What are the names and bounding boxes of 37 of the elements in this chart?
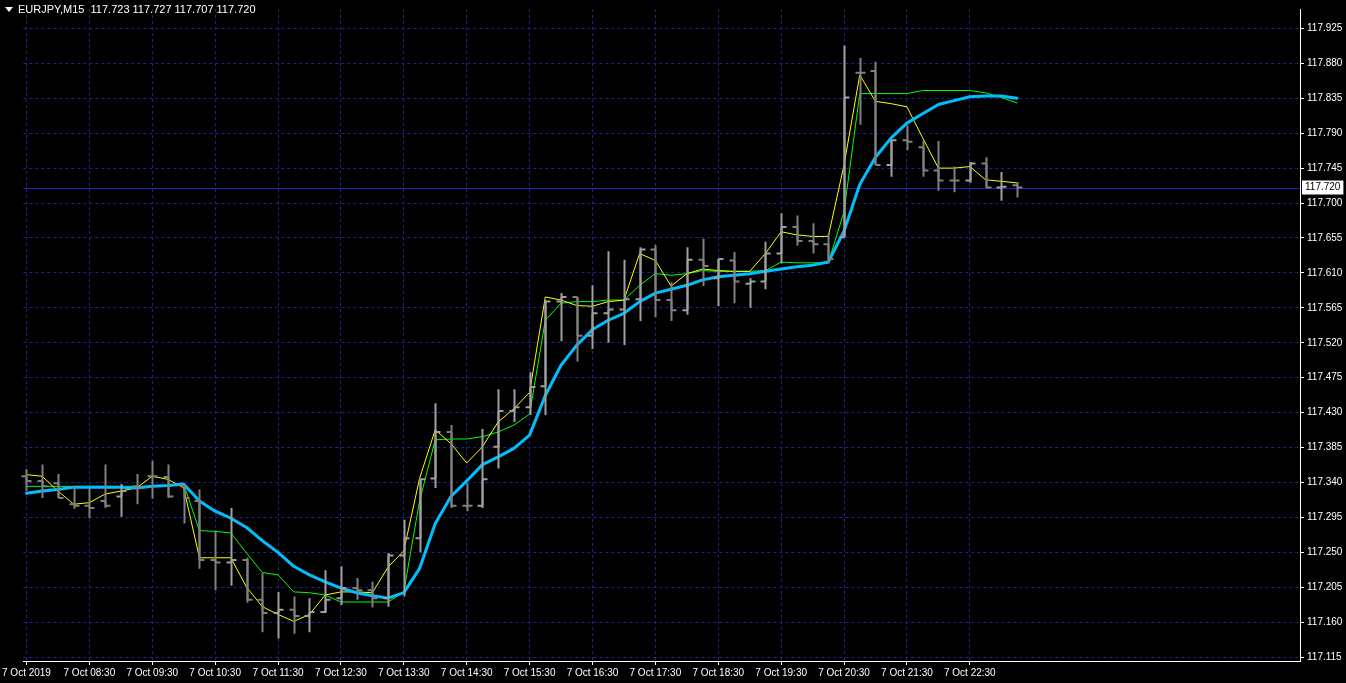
ref-line-label: 117.720 [1305, 181, 1341, 193]
y-tick-label: 117.205 [1307, 581, 1343, 593]
x-tick-label: 7 Oct 13:30 [377, 666, 431, 678]
y-tick-label: 117.340 [1307, 476, 1343, 488]
x-tick-label: 7 Oct 15:30 [503, 666, 556, 678]
x-tick-label: 7 Oct 11:30 [252, 666, 304, 678]
x-tick-label: 7 Oct 19:30 [755, 666, 808, 678]
y-tick-label: 117.745 [1307, 161, 1343, 173]
y-tick-label: 117.835 [1307, 92, 1343, 104]
y-tick-label: 117.430 [1307, 406, 1343, 418]
y-tick-label: 117.790 [1307, 126, 1343, 138]
y-tick-label: 117.295 [1307, 511, 1343, 523]
chart-title: EURJPY,M15 117.723 117.727 117.707 117.720 [18, 3, 256, 15]
x-tick-label: 7 Oct 18:30 [692, 666, 745, 678]
x-tick-label: 7 Oct 08:30 [63, 666, 116, 678]
x-tick-label: 7 Oct 17:30 [629, 666, 682, 678]
y-tick-label: 117.880 [1307, 57, 1343, 69]
y-tick-label: 117.475 [1307, 371, 1343, 383]
y-tick-label: 117.250 [1307, 546, 1343, 558]
y-tick-label: 117.655 [1307, 231, 1343, 243]
y-tick-label: 117.160 [1307, 615, 1343, 627]
x-tick-label: 7 Oct 09:30 [126, 666, 179, 678]
x-tick-label: 7 Oct 12:30 [315, 666, 368, 678]
x-tick-label: 7 Oct 14:30 [440, 666, 493, 678]
x-tick-label: 7 Oct 21:30 [881, 666, 934, 678]
y-tick-label: 117.700 [1307, 196, 1343, 208]
x-tick-label: 7 Oct 16:30 [566, 666, 619, 678]
x-tick-label: 7 Oct 22:30 [943, 666, 997, 678]
y-tick-label: 117.520 [1307, 336, 1343, 348]
y-tick-label: 117.565 [1307, 301, 1343, 313]
y-tick-label: 117.610 [1307, 266, 1343, 278]
x-tick-label: 7 Oct 2019 [2, 666, 52, 678]
y-tick-label: 117.115 [1307, 650, 1343, 662]
x-tick-label: 7 Oct 10:30 [189, 666, 242, 678]
x-tick-label: 7 Oct 20:30 [818, 666, 871, 678]
y-tick-label: 117.925 [1307, 22, 1343, 34]
y-tick-label: 117.385 [1307, 441, 1343, 453]
